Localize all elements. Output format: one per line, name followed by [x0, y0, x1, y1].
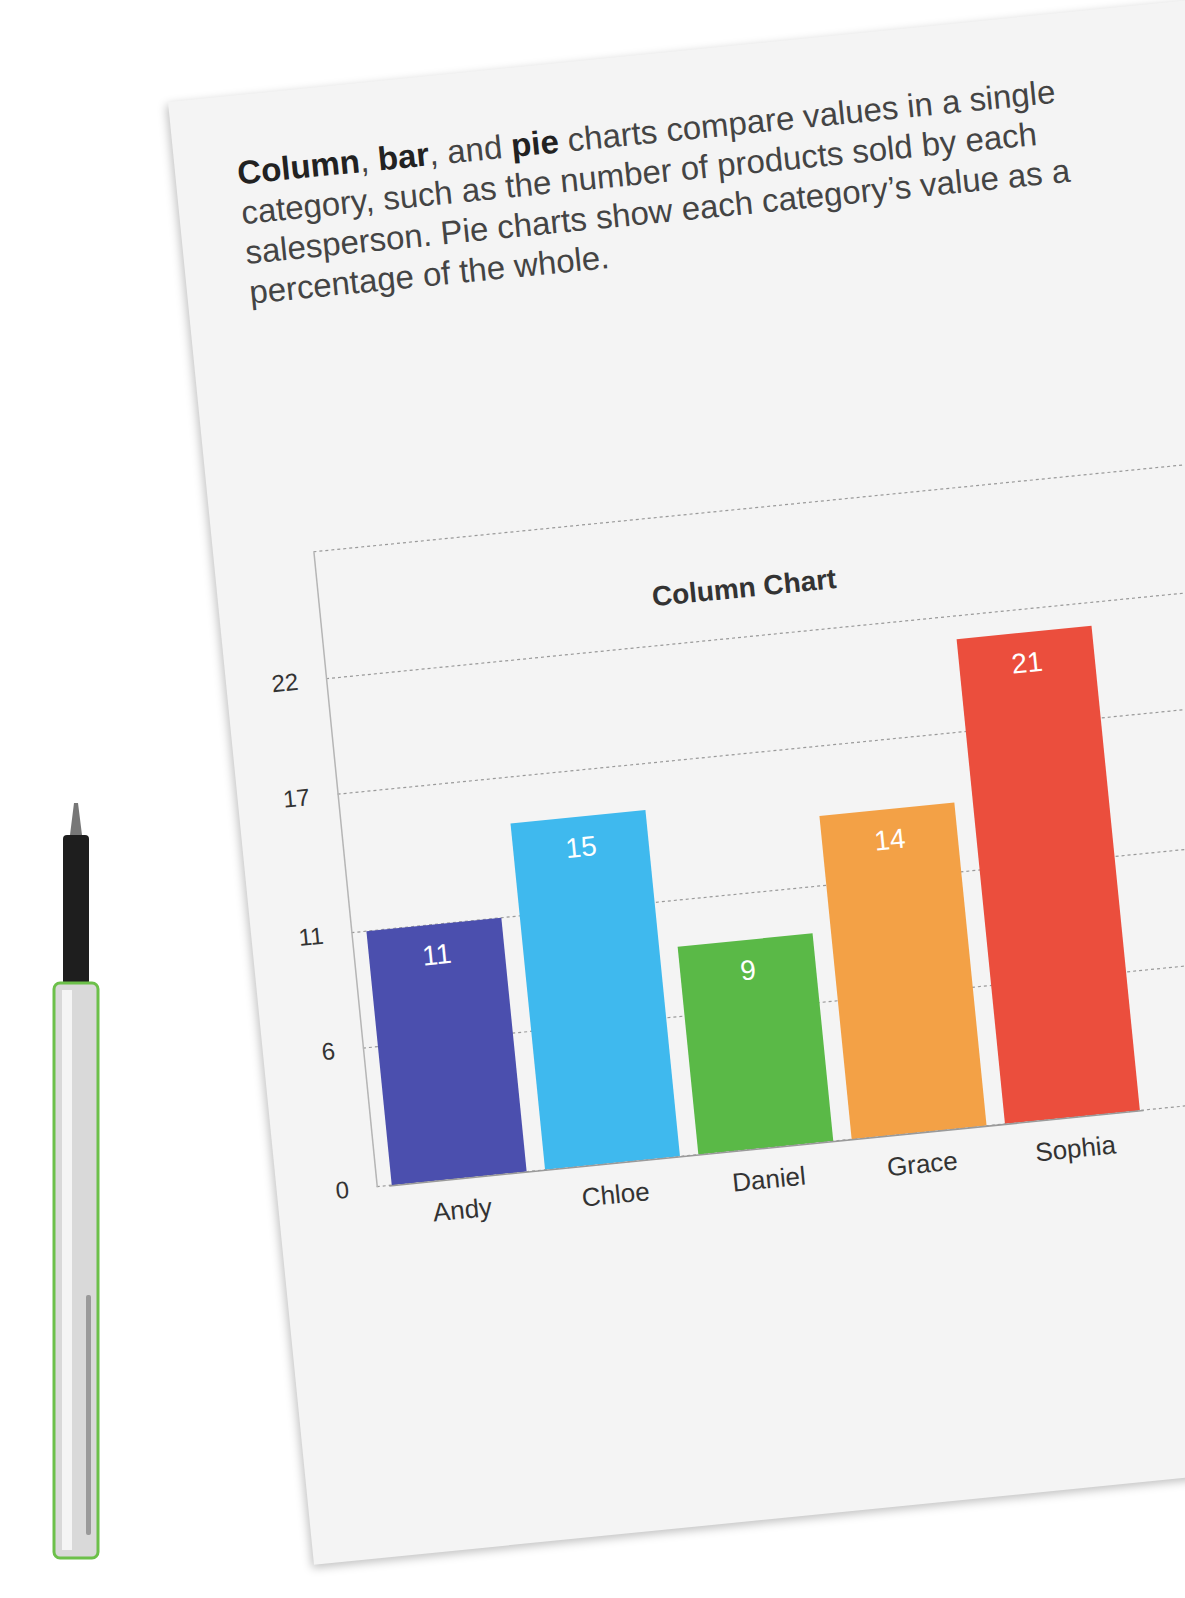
- x-tick: Sophia: [1034, 1129, 1118, 1167]
- paragraph-text: charts compare values in a single catego…: [240, 73, 1072, 311]
- y-tick-label: 17: [282, 783, 311, 813]
- x-tick-label: Chloe: [580, 1176, 651, 1213]
- x-tick: Andy: [431, 1192, 493, 1228]
- bold-term: bar: [376, 135, 431, 177]
- bar: [366, 918, 526, 1185]
- x-tick-label: Andy: [431, 1192, 493, 1228]
- y-tick: 0: [334, 1173, 378, 1204]
- x-tick: Chloe: [580, 1176, 651, 1213]
- x-tick-label: Daniel: [731, 1161, 807, 1198]
- bar: [678, 933, 834, 1154]
- data-label: 15: [564, 830, 598, 864]
- pen-highlight: [62, 990, 72, 1550]
- grid: [313, 462, 1185, 1186]
- y-tick-label: 11: [297, 922, 324, 951]
- x-axis: Andy Chloe Daniel Grace Sophia: [389, 1111, 1148, 1232]
- paragraph-text: , and: [427, 127, 513, 172]
- paper: Column, bar, and pie charts compare valu…: [168, 0, 1185, 1565]
- x-tick-label: Sophia: [1034, 1129, 1118, 1167]
- x-tick: Grace: [886, 1145, 959, 1182]
- chart-title: Column Chart: [650, 563, 837, 612]
- chart: Column Chart 0 6 11 17 22 Andy Chloe Daniel Grace…: [168, 0, 1185, 1495]
- pen-body: [54, 983, 98, 1558]
- data-label: 21: [1010, 646, 1044, 680]
- x-tick: Daniel: [731, 1161, 807, 1198]
- plot-frame-top: [313, 462, 1185, 551]
- y-axis-line: [314, 552, 377, 1187]
- bar: [819, 803, 986, 1140]
- y-tick-label: 6: [320, 1037, 336, 1065]
- y-tick: 11: [297, 919, 352, 951]
- y-tick: 17: [282, 780, 339, 812]
- data-labels: 11 15 9 14 21: [398, 646, 1072, 1018]
- bar: [511, 810, 680, 1170]
- pen: [40, 795, 120, 1575]
- data-label: 14: [873, 823, 907, 857]
- page: {"text": {"paragraph": [ {"text": "Colum…: [0, 0, 1185, 1598]
- pen-grip: [63, 835, 89, 985]
- data-label: 11: [421, 938, 453, 972]
- y-tick-label: 0: [334, 1176, 350, 1204]
- y-tick-label: 22: [270, 668, 299, 698]
- pen-clip: [86, 1295, 91, 1535]
- y-tick: 6: [320, 1034, 364, 1065]
- pen-tip: [70, 803, 82, 835]
- data-label: 9: [739, 954, 758, 986]
- bar: [957, 626, 1140, 1124]
- y-tick: 22: [270, 665, 327, 697]
- y-axis: 0 6 11 17 22: [259, 552, 379, 1205]
- bold-term: pie: [509, 122, 560, 164]
- intro-paragraph: Column, bar, and pie charts compare valu…: [235, 64, 1151, 313]
- bars: [343, 626, 1140, 1185]
- x-tick-label: Grace: [886, 1145, 959, 1182]
